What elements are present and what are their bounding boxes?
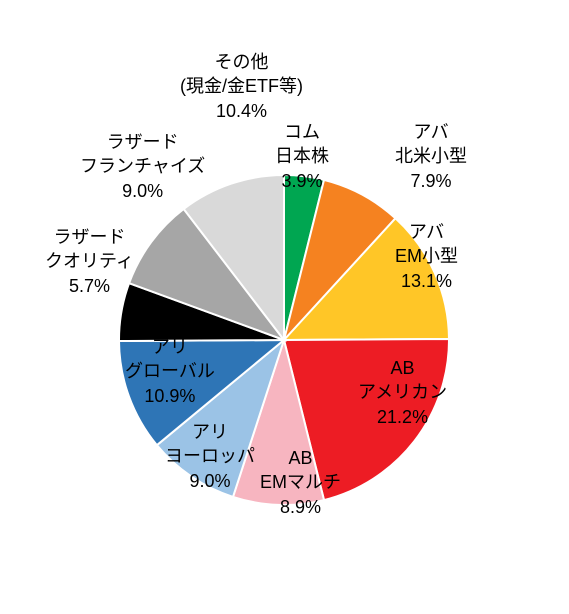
slice-label-6: アリグローバル10.9%	[125, 335, 215, 408]
slice-label-1: アバ北米小型7.9%	[395, 120, 467, 193]
slice-label-2: アバEM小型13.1%	[395, 220, 458, 293]
slice-label-3: ABアメリカン21.2%	[358, 356, 447, 429]
slice-label-5: アリヨーロッパ9.0%	[165, 420, 255, 493]
slice-label-8: ラザードフランチャイズ9.0%	[80, 130, 205, 203]
slice-label-9: その他(現金/金ETF等)10.4%	[180, 50, 303, 123]
slice-label-4: ABEMマルチ8.9%	[260, 446, 341, 519]
slice-label-7: ラザードクオリティ5.7%	[45, 225, 134, 298]
slice-label-0: コム日本株3.9%	[275, 120, 329, 193]
